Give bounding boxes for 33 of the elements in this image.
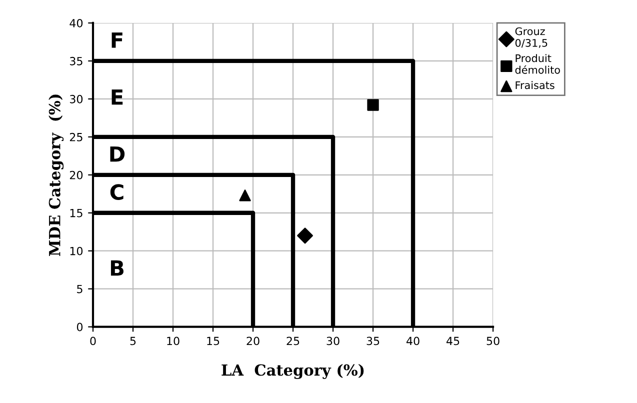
legend-label: Grouz 0/31,5 bbox=[515, 27, 548, 48]
y-tick-label: 5 bbox=[77, 284, 82, 294]
y-tick-label: 15 bbox=[70, 209, 82, 218]
annotation: B bbox=[110, 260, 124, 276]
x-tick-label: 45 bbox=[446, 336, 460, 346]
y-tick-label: 40 bbox=[70, 18, 83, 28]
x-tick-label: 50 bbox=[486, 336, 500, 346]
y-tick-label: 10 bbox=[70, 246, 83, 256]
point bbox=[239, 190, 251, 202]
x-tick-label: 25 bbox=[286, 336, 300, 346]
annotation: E bbox=[112, 89, 123, 105]
x-tick-label: 10 bbox=[167, 336, 180, 346]
annotation: C bbox=[110, 184, 124, 200]
y-tick-label: 20 bbox=[70, 170, 83, 180]
x-tick-label: 40 bbox=[406, 336, 420, 346]
x-tick-label: 35 bbox=[366, 336, 380, 346]
x-tick-label: 20 bbox=[246, 336, 260, 346]
x-tick-label: 30 bbox=[326, 336, 340, 346]
y-tick-label: 35 bbox=[70, 56, 82, 66]
y-axis-title: MDE Category (%) bbox=[48, 94, 64, 256]
annotation: D bbox=[110, 146, 125, 162]
legend-label: Produit démolito bbox=[515, 54, 560, 74]
x-tick-label: 0 bbox=[90, 336, 96, 346]
legend-label: Fraisats bbox=[516, 81, 554, 90]
point bbox=[297, 228, 313, 244]
y-tick-label: 25 bbox=[70, 132, 82, 142]
point bbox=[367, 99, 379, 111]
y-tick-label: 30 bbox=[70, 94, 83, 104]
annotation: F bbox=[112, 32, 122, 48]
x-tick-label: 15 bbox=[207, 336, 220, 346]
x-tick-label: 5 bbox=[130, 336, 136, 346]
x-axis-title: LA Category (%) bbox=[222, 364, 364, 379]
y-tick-label: 0 bbox=[76, 322, 83, 332]
